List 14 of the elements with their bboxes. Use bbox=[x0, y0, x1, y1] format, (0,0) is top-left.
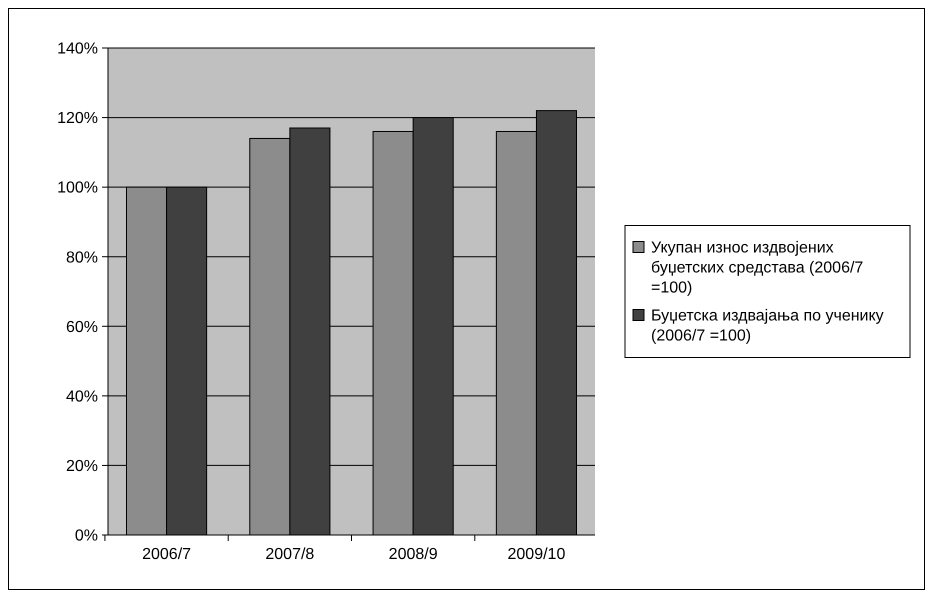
x-tick-label: 2009/10 bbox=[508, 546, 566, 563]
y-tick-label: 40% bbox=[66, 388, 98, 406]
y-tick-label: 0% bbox=[74, 528, 98, 545]
x-tick-label: 2007/8 bbox=[265, 546, 314, 563]
x-tick-label: 2006/7 bbox=[142, 546, 192, 563]
legend-label: Укупан износ издвојених буџетских средстава (2006/7 =100) bbox=[651, 240, 864, 297]
y-tick-label: 100% bbox=[57, 180, 98, 197]
y-tick-label: 120% bbox=[57, 110, 98, 128]
y-tick-label: 60% bbox=[66, 318, 98, 336]
legend-label: Буџетска издвајања по ученику (2006/7 =100) bbox=[651, 308, 884, 345]
x-tick-label: 2008/9 bbox=[388, 546, 438, 563]
y-tick-label: 80% bbox=[66, 249, 98, 266]
y-tick-label: 140% bbox=[57, 40, 98, 58]
y-tick-label: 20% bbox=[66, 458, 98, 476]
